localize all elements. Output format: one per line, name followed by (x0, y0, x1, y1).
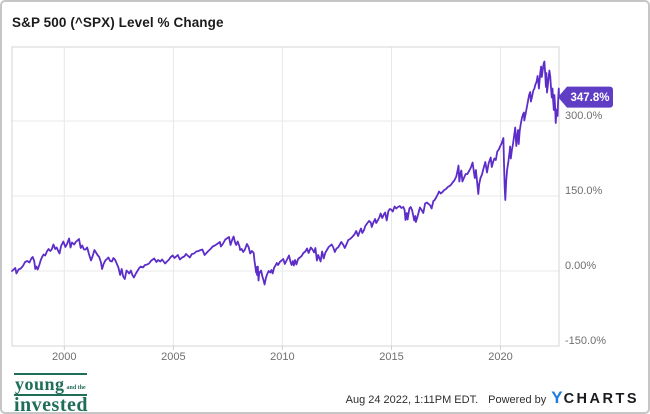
x-tick-label: 2010 (270, 351, 294, 363)
logo-word-invested: invested (14, 394, 88, 414)
y-tick-label: 300.0% (565, 110, 603, 122)
young-invested-logo: young and the invested (14, 373, 88, 414)
y-tick-label: 0.00% (565, 260, 596, 272)
ycharts-logo-y: Y (551, 388, 564, 407)
powered-by-label: Powered by (488, 394, 547, 406)
logo-word-young: young (15, 374, 65, 394)
x-tick-label: 2005 (161, 351, 185, 363)
plot-area: 300.0% 150.0% 0.00% -150.0% 2000 2005 2010 2015… (2, 2, 648, 377)
x-tick-label: 2000 (52, 351, 76, 363)
logo-word-andthe: and the (66, 385, 86, 391)
x-tick-label: 2020 (488, 351, 512, 363)
attribution-bar: Aug 24 2022, 1:11PM EDT. Powered by Y CHA… (346, 388, 639, 408)
chart-title: S&P 500 (^SPX) Level % Change (12, 15, 224, 30)
y-tick-label: -150.0% (565, 335, 606, 347)
last-value-badge (558, 86, 613, 108)
last-value-label: 347.8% (570, 92, 609, 104)
x-tick-label: 2015 (379, 351, 403, 363)
logo-top-row: young and the (14, 373, 87, 396)
ycharts-logo-charts: CHARTS (563, 391, 639, 407)
y-tick-label: 150.0% (565, 185, 603, 197)
plot-border (11, 46, 560, 347)
timestamp: Aug 24 2022, 1:11PM EDT. (345, 394, 479, 406)
price-line (11, 60, 560, 286)
chart-svg: 300.0% 150.0% 0.00% -150.0% 2000 2005 2010 2015… (11, 46, 613, 363)
